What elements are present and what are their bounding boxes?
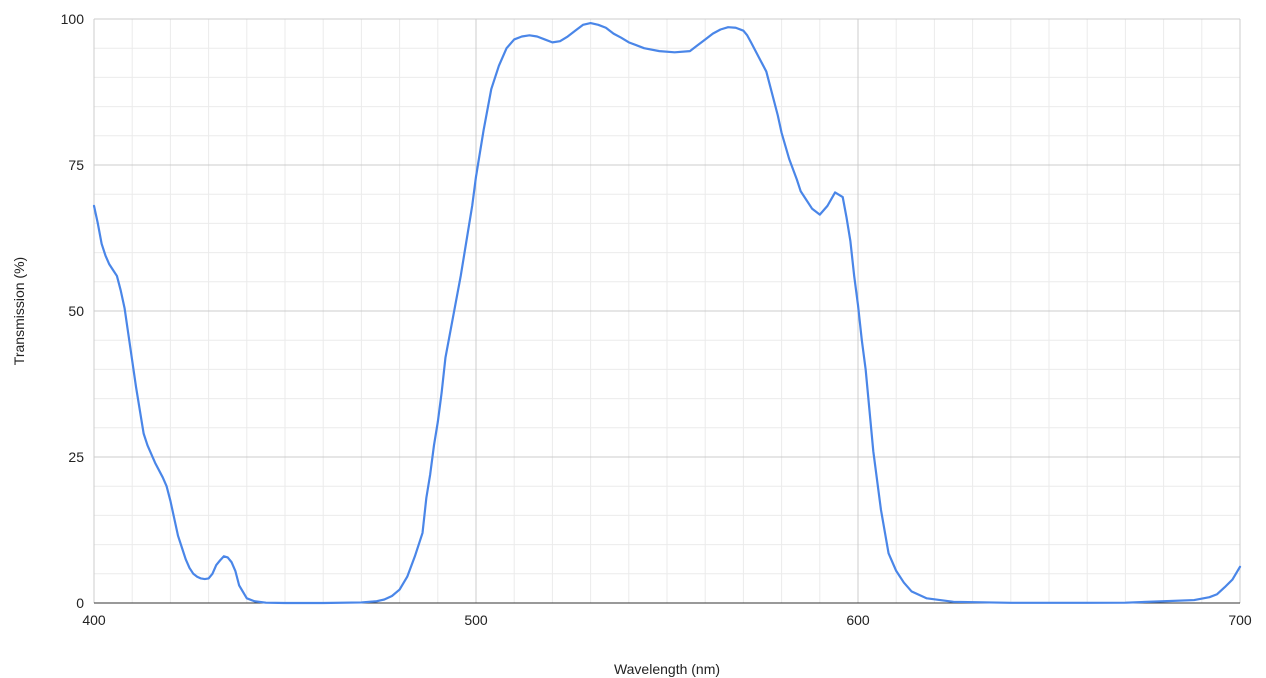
y-tick-label: 50: [68, 303, 84, 319]
x-tick-labels: 400 500 600 700: [82, 612, 1252, 628]
x-axis-title: Wavelength (nm): [614, 661, 720, 677]
series-line-0: [92, 21, 1242, 605]
major-gridlines: [93, 18, 1241, 603]
y-tick-label: 100: [61, 11, 85, 27]
y-axis-title: Transmission (%): [11, 257, 27, 365]
x-tick-label: 500: [464, 612, 488, 628]
series-layer: [92, 21, 1242, 605]
x-tick-label: 600: [846, 612, 870, 628]
x-tick-label: 700: [1228, 612, 1252, 628]
y-tick-label: 25: [68, 449, 84, 465]
x-tick-label: 400: [82, 612, 106, 628]
y-tick-label: 0: [76, 595, 84, 611]
y-tick-label: 75: [68, 157, 84, 173]
y-tick-labels: 0 25 50 75 100: [61, 11, 85, 611]
